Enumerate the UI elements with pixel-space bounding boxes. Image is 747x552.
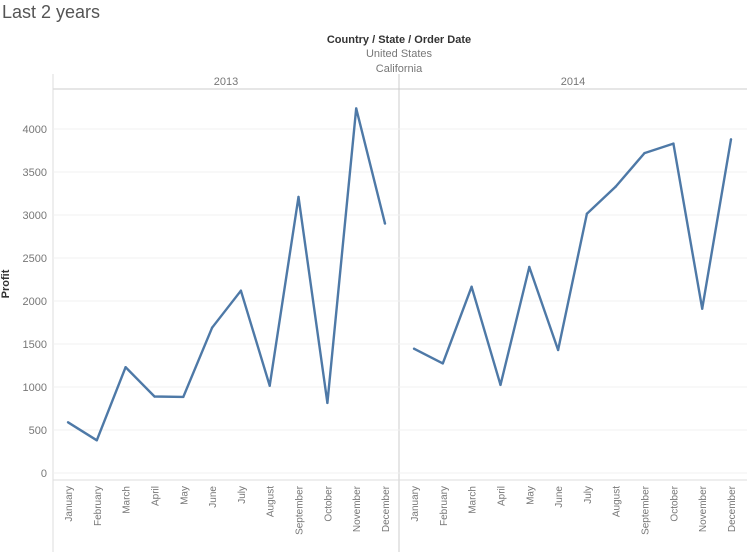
x-tick-label: October — [323, 485, 334, 521]
y-axis-label: Profit — [0, 269, 12, 298]
y-tick-label: 3500 — [23, 167, 47, 179]
x-tick-label: April — [497, 486, 508, 506]
x-tick-label: June — [208, 486, 219, 508]
x-tick-label: June — [554, 486, 565, 508]
x-tick-label: October — [669, 485, 680, 521]
data-point — [470, 285, 473, 288]
x-tick-label: December — [381, 485, 392, 532]
country-header: United States — [366, 48, 433, 60]
year-header-2013: 2013 — [214, 76, 238, 88]
x-tick-label: July — [237, 486, 248, 504]
x-tick-label: March — [468, 486, 479, 514]
y-tick-label: 500 — [29, 425, 47, 437]
x-tick-label: January — [410, 486, 421, 522]
data-point — [182, 395, 185, 399]
x-tick-label: July — [583, 486, 594, 504]
x-tick-label: March — [122, 486, 133, 514]
data-point — [210, 326, 214, 329]
x-tick-label: April — [151, 486, 162, 506]
year-header-2014: 2014 — [561, 76, 585, 88]
y-tick-label: 1000 — [23, 382, 47, 394]
data-point — [643, 151, 646, 155]
y-tick-label: 1500 — [23, 339, 47, 351]
dimension-header: Country / State / Order Date — [327, 34, 471, 46]
data-point — [499, 383, 502, 387]
x-tick-label: November — [698, 485, 709, 532]
data-point — [66, 421, 70, 424]
data-point — [701, 307, 704, 310]
data-point — [326, 401, 329, 405]
data-point — [528, 265, 531, 269]
data-point — [268, 384, 271, 387]
data-point — [672, 142, 675, 145]
profit-line-2013 — [67, 107, 387, 442]
data-point — [441, 362, 444, 365]
y-tick-label: 4000 — [23, 124, 47, 136]
y-tick-label: 3000 — [23, 210, 47, 222]
x-tick-label: January — [64, 486, 75, 522]
data-point — [729, 138, 733, 141]
x-tick-label: December — [727, 485, 738, 532]
profit-line-2014 — [413, 139, 733, 387]
x-tick-label: September — [295, 485, 306, 535]
x-tick-label: August — [266, 486, 277, 517]
data-point — [124, 366, 127, 369]
data-point — [239, 289, 243, 292]
data-point — [412, 347, 416, 350]
data-point — [95, 439, 99, 442]
x-tick-label: September — [641, 485, 652, 535]
x-tick-label: February — [439, 486, 450, 526]
state-header: California — [376, 63, 423, 75]
x-tick-label: May — [179, 486, 190, 505]
y-tick-label: 2000 — [23, 296, 47, 308]
sheet-title: Last 2 years — [2, 2, 101, 22]
x-tick-label: February — [93, 486, 104, 526]
data-point — [585, 212, 589, 215]
data-point — [355, 107, 358, 110]
x-tick-label: August — [612, 486, 623, 517]
x-tick-label: November — [352, 485, 363, 532]
data-point — [153, 395, 156, 398]
y-tick-label: 2500 — [23, 253, 47, 265]
data-point — [556, 348, 560, 352]
data-point — [383, 222, 387, 225]
data-point — [614, 185, 617, 188]
x-tick-label: May — [525, 486, 536, 505]
data-point — [297, 195, 300, 199]
y-tick-label: 0 — [41, 468, 47, 480]
